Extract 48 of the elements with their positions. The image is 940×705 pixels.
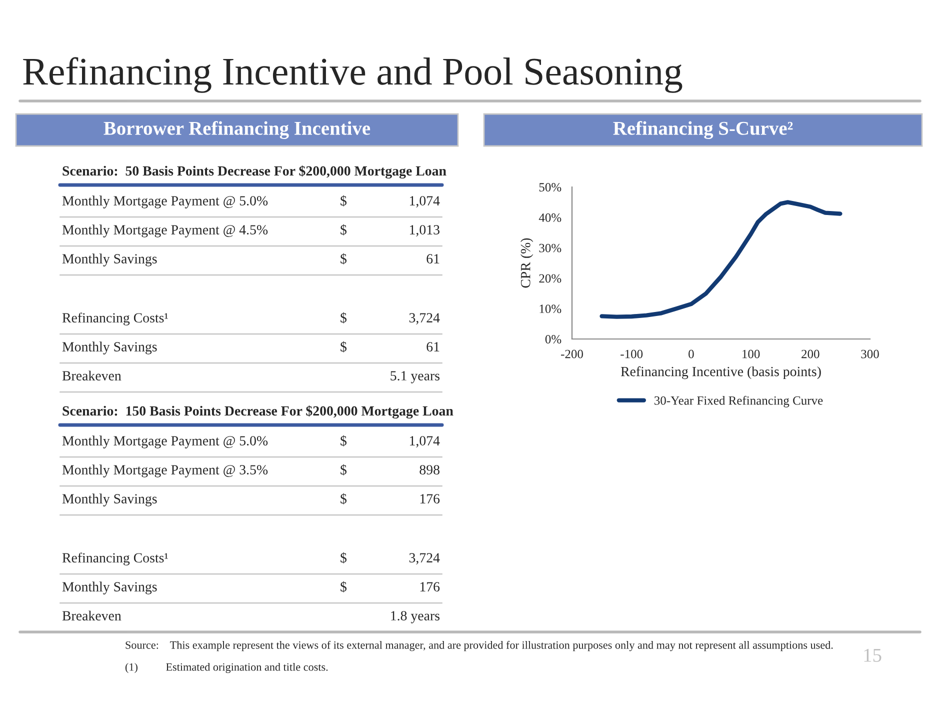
- y-axis-title: CPR (%): [520, 238, 534, 288]
- y-tick-label: 10%: [540, 304, 562, 314]
- text: $ 3,724: [340, 552, 440, 564]
- text: $ 1,074: [340, 435, 440, 448]
- text: 1.8 years: [391, 611, 440, 624]
- text: Scenario: 50 Basis Points Decrease For $200,000 Mortgage Loan: [62, 165, 446, 179]
- text: Breakeven: [62, 370, 122, 380]
- y-tick-label: 50%: [539, 183, 562, 192]
- text: Breakeven: [62, 610, 122, 620]
- text: $ 1,013: [340, 224, 440, 236]
- text: Borrower Refinancing Incentive: [104, 121, 370, 139]
- x-tick-label: 200: [802, 350, 820, 358]
- x-tick-label: -200: [561, 350, 583, 358]
- text: Refinancing Incentive and Pool Seasoning: [23, 57, 682, 93]
- text: (1) Estimated origination and title costs.: [125, 662, 328, 674]
- text: $ 61: [340, 253, 440, 264]
- text: Monthly Mortgage Payment @ 5.0%: [62, 436, 268, 448]
- text: Monthly Savings: [62, 582, 157, 594]
- y-tick-label: 30%: [539, 244, 562, 252]
- text: Monthly Mortgage Payment @ 5.0%: [62, 196, 268, 208]
- x-tick-label: 0: [688, 350, 694, 358]
- text: $ 898: [340, 464, 440, 476]
- text: Scenario: 150 Basis Points Decrease For $200,000 Mortgage Loan: [62, 405, 454, 419]
- y-tick-label: 20%: [539, 274, 562, 283]
- text: Refinancing Costs¹: [62, 312, 168, 326]
- text: Monthly Savings: [62, 254, 157, 266]
- y-tick-label: 0%: [545, 335, 562, 344]
- chart-title: Refinancing S-Curve²: [613, 121, 793, 139]
- text: $ 176: [340, 581, 440, 592]
- line-series: [600, 200, 842, 319]
- y-tick-label: 40%: [538, 213, 562, 222]
- text: $ 176: [340, 493, 440, 504]
- text: Monthly Mortgage Payment @ 3.5%: [62, 464, 268, 478]
- text: 15: [864, 648, 882, 662]
- x-tick-label: 100: [742, 350, 760, 358]
- x-tick-label: -100: [620, 350, 643, 358]
- text: $ 3,724: [340, 312, 440, 324]
- legend-label: 30-Year Fixed Refinancing Curve: [654, 396, 823, 408]
- text: $ 61: [340, 341, 440, 352]
- x-tick-label: 300: [861, 350, 879, 358]
- source-note: Source: This example represent the views of its external manager, and are provided for illustration purposes only and may not represent all assumptions used.: [126, 640, 833, 652]
- text: Monthly Savings: [62, 342, 157, 354]
- text: Refinancing Costs¹: [62, 552, 168, 566]
- x-axis-title: Refinancing Incentive (basis points): [620, 366, 821, 380]
- text: Monthly Savings: [62, 494, 157, 506]
- text: $ 1,074: [340, 195, 440, 208]
- text: Monthly Mortgage Payment @ 4.5%: [62, 224, 268, 238]
- text: 5.1 years: [390, 371, 440, 384]
